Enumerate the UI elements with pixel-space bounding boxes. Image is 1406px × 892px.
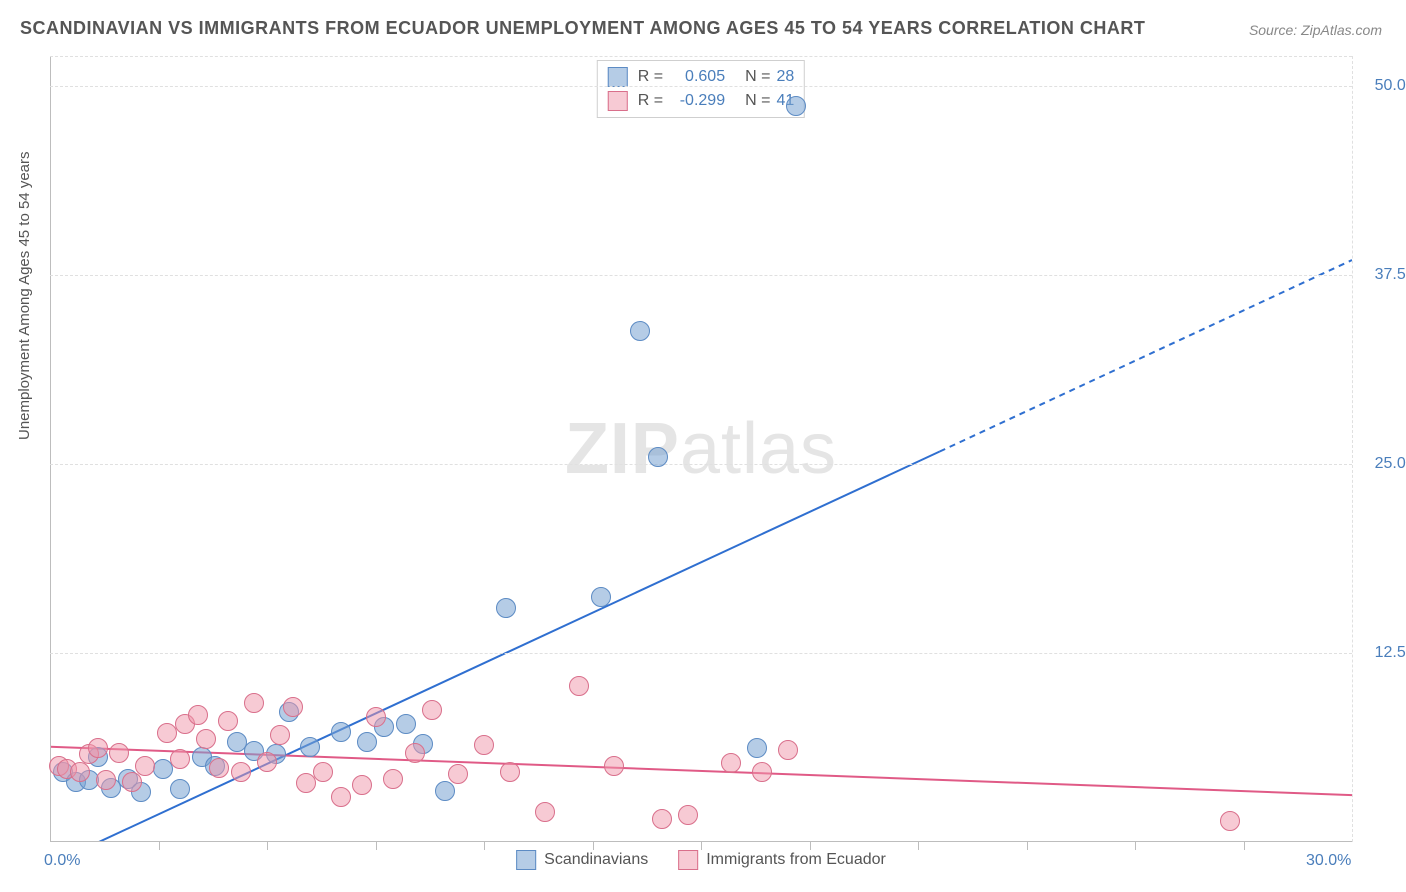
gridline-h [50,86,1352,87]
data-point [778,740,798,760]
square-icon [678,850,698,870]
x-tick [376,842,377,850]
data-point [331,722,351,742]
data-point [591,587,611,607]
legend-item-scandinavians: Scandinavians [516,850,648,870]
data-point [257,752,277,772]
data-point [474,735,494,755]
data-point [109,743,129,763]
data-point [721,753,741,773]
data-point [357,732,377,752]
data-point [604,756,624,776]
stat-r-label: R = [638,89,663,113]
data-point [352,775,372,795]
gridline-h [50,464,1352,465]
x-tick [484,842,485,850]
data-point [500,762,520,782]
data-point [313,762,333,782]
legend-item-ecuador: Immigrants from Ecuador [678,850,886,870]
data-point [422,700,442,720]
x-tick [810,842,811,850]
data-point [283,697,303,717]
trend-lines-layer [50,56,1352,842]
watermark-atlas: atlas [680,409,837,489]
data-point [652,809,672,829]
data-point [648,447,668,467]
gridline-v [1352,56,1353,842]
data-point [396,714,416,734]
data-point [153,759,173,779]
trend-line-dashed [940,260,1352,451]
x-tick [267,842,268,850]
gridline-h [50,56,1352,57]
legend-label: Scandinavians [544,851,648,869]
stat-r-value: -0.299 [669,89,725,113]
data-point [196,729,216,749]
data-point [535,802,555,822]
x-tick-label: 0.0% [44,852,80,870]
data-point [170,779,190,799]
plot-area: ZIPatlas R =0.605N =28R =-0.299N =41 Sca… [50,56,1352,842]
data-point [366,707,386,727]
gridline-h [50,275,1352,276]
y-axis-line [50,56,51,842]
data-point [170,749,190,769]
data-point [496,598,516,618]
data-point [1220,811,1240,831]
data-point [752,762,772,782]
y-tick-label: 37.5% [1360,266,1406,284]
data-point [331,787,351,807]
x-tick [159,842,160,850]
stat-n-label: N = [745,89,770,113]
series-legend: Scandinavians Immigrants from Ecuador [516,850,886,870]
x-tick [1135,842,1136,850]
data-point [448,764,468,784]
y-tick-label: 12.5% [1360,644,1406,662]
data-point [383,769,403,789]
data-point [435,781,455,801]
data-point [405,743,425,763]
data-point [630,321,650,341]
data-point [786,96,806,116]
square-icon [516,850,536,870]
gridline-h [50,653,1352,654]
chart-title: SCANDINAVIAN VS IMMIGRANTS FROM ECUADOR … [20,18,1145,39]
data-point [96,770,116,790]
data-point [270,725,290,745]
x-tick-label: 30.0% [1306,852,1351,870]
data-point [569,676,589,696]
data-point [296,773,316,793]
square-icon [608,67,628,87]
x-tick [1027,842,1028,850]
data-point [218,711,238,731]
square-icon [608,91,628,111]
data-point [188,705,208,725]
data-point [231,762,251,782]
stats-legend: R =0.605N =28R =-0.299N =41 [597,60,805,118]
y-tick-label: 50.0% [1360,77,1406,95]
stat-row: R =-0.299N =41 [608,89,794,113]
data-point [135,756,155,776]
x-tick [918,842,919,850]
data-point [300,737,320,757]
legend-label: Immigrants from Ecuador [706,851,886,869]
data-point [88,738,108,758]
data-point [209,758,229,778]
data-point [244,693,264,713]
y-axis-label: Unemployment Among Ages 45 to 54 years [16,151,33,440]
source-label: Source: ZipAtlas.com [1249,22,1382,38]
watermark: ZIPatlas [565,408,837,490]
data-point [70,762,90,782]
x-tick [701,842,702,850]
x-tick [593,842,594,850]
x-tick [1244,842,1245,850]
data-point [747,738,767,758]
y-tick-label: 25.0% [1360,455,1406,473]
data-point [678,805,698,825]
